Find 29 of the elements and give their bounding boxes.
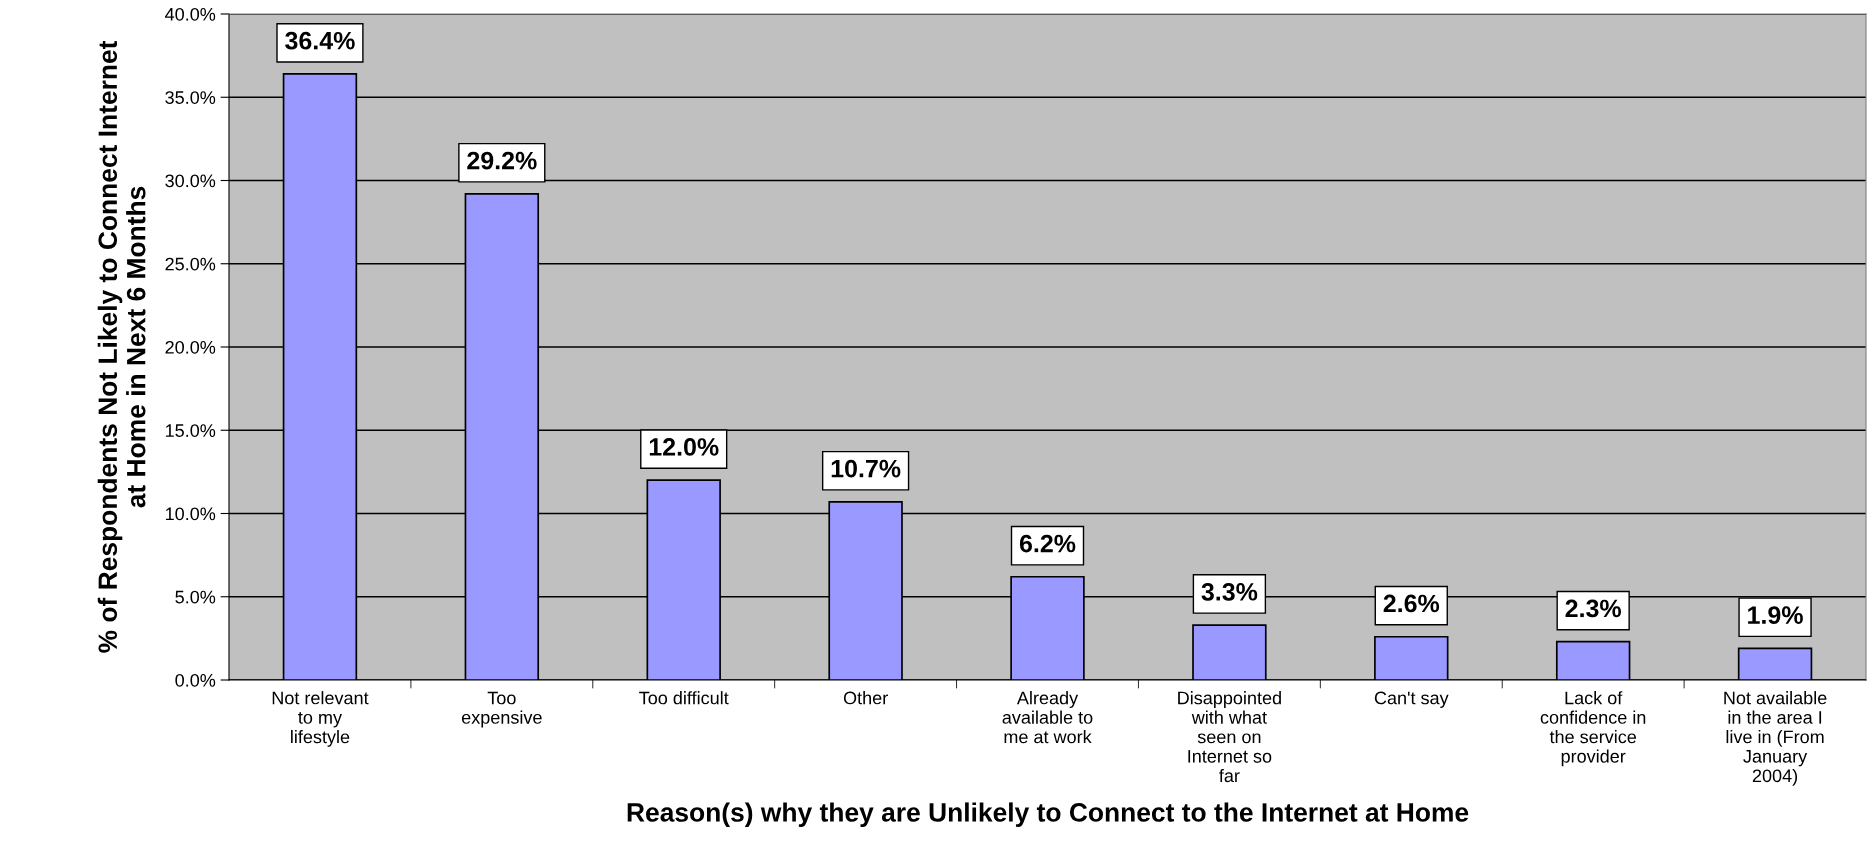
- y-tick-label: 30.0%: [165, 174, 216, 188]
- data-label: 10.7%: [831, 459, 901, 478]
- y-tick-label: 0.0%: [175, 673, 216, 687]
- y-tick-label: 40.0%: [165, 7, 216, 21]
- data-label: 2.6%: [1383, 594, 1440, 613]
- x-tick-label: Too difficult: [639, 691, 729, 705]
- x-tick-label: Disappointed with what seen on Internet so far: [1178, 691, 1281, 783]
- x-tick-label: Lack of confidence in the service provider: [1540, 691, 1646, 767]
- x-tick-label: Other: [843, 691, 888, 705]
- data-label: 12.0%: [649, 438, 719, 456]
- x-tick-label: Not available in the area I live in (From January 2004): [1724, 691, 1827, 786]
- y-tick-label: 10.0%: [165, 507, 216, 521]
- y-tick-label: 15.0%: [165, 424, 216, 437]
- data-label: 6.2%: [1019, 534, 1076, 553]
- x-tick-label: Too expensive: [461, 691, 542, 728]
- y-tick-label: 35.0%: [165, 91, 216, 104]
- x-tick-label: Can't say: [1374, 691, 1449, 708]
- y-tick-label: 20.0%: [165, 340, 216, 354]
- y-tick-label: 25.0%: [165, 257, 216, 271]
- data-label: 29.2%: [467, 151, 537, 170]
- x-tick-label: Already available to me at work: [1002, 691, 1093, 744]
- y-tick-label: 5.0%: [175, 590, 216, 604]
- data-label: 2.3%: [1565, 599, 1621, 618]
- x-tick-label: Not relevant to my lifestyle: [272, 691, 369, 747]
- data-label: 1.9%: [1748, 606, 1803, 624]
- data-label: 3.3%: [1201, 582, 1258, 601]
- x-axis-title: Reason(s) why they are Unlikely to Connect to the Internet at Home: [627, 802, 1469, 827]
- y-axis-title: % of Respondents Not Likely to Connect Internet at Home in Next 6 Months: [97, 40, 146, 653]
- data-label: 36.4%: [285, 31, 355, 50]
